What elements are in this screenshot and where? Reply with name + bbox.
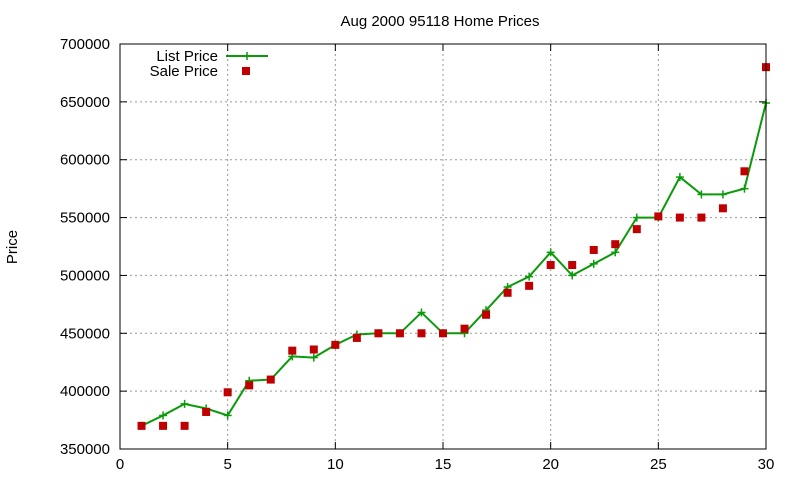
data-point-square — [546, 261, 555, 270]
x-tick-label: 10 — [327, 456, 344, 473]
data-point-square — [460, 324, 469, 333]
data-point-square — [309, 345, 318, 354]
x-tick-label: 5 — [223, 456, 231, 473]
data-point-square — [675, 213, 684, 222]
data-point-square — [202, 407, 211, 416]
legend-item-0: List Price — [156, 48, 268, 65]
x-tick-label: 25 — [650, 456, 667, 473]
legend-marker — [242, 67, 250, 75]
data-point-square — [395, 329, 404, 338]
x-tick-label: 0 — [116, 456, 124, 473]
series-0 — [137, 99, 770, 430]
data-point-cross — [309, 353, 318, 362]
y-tick-label: 350000 — [60, 441, 110, 458]
x-tick-label: 30 — [758, 456, 775, 473]
data-point-square — [697, 213, 706, 222]
legend-label: Sale Price — [150, 63, 218, 80]
data-point-square — [245, 381, 254, 390]
data-point-square — [568, 261, 577, 270]
data-point-square — [352, 333, 361, 342]
legend-item-1: Sale Price — [150, 63, 250, 80]
series-layer — [137, 63, 770, 430]
data-point-square — [374, 329, 383, 338]
data-point-cross — [525, 272, 534, 281]
y-tick-label: 550000 — [60, 210, 110, 227]
data-point-square — [159, 421, 168, 430]
series-line — [141, 102, 767, 427]
data-point-square — [503, 288, 512, 297]
series-1 — [137, 63, 770, 430]
data-point-cross — [589, 259, 598, 268]
legend-label: List Price — [156, 48, 218, 65]
data-point-cross — [740, 184, 749, 193]
legend-marker — [243, 52, 251, 60]
data-point-square — [223, 388, 232, 397]
y-axis-label: Price — [4, 230, 21, 264]
data-point-cross — [611, 248, 620, 257]
data-point-cross — [180, 399, 189, 408]
data-point-cross — [697, 190, 706, 199]
grid — [120, 44, 766, 449]
data-point-square — [740, 167, 749, 176]
data-point-cross — [718, 190, 727, 199]
y-tick-label: 450000 — [60, 325, 110, 342]
ticks: 0 5 10 15 20 25 30 350000 400000 450000 500000 5500… — [60, 36, 774, 473]
data-point-square — [180, 421, 189, 430]
data-point-square — [611, 240, 620, 249]
data-point-square — [288, 346, 297, 355]
data-point-cross — [223, 411, 232, 420]
y-tick-label: 600000 — [60, 152, 110, 169]
data-point-square — [654, 212, 663, 221]
data-point-square — [482, 310, 491, 319]
data-point-square — [137, 421, 146, 430]
x-tick-label: 15 — [435, 456, 452, 473]
data-point-square — [589, 245, 598, 254]
data-point-square — [331, 340, 340, 349]
data-point-square — [525, 281, 534, 290]
x-tick-label: 20 — [542, 456, 559, 473]
data-point-square — [417, 329, 426, 338]
plot-border — [119, 43, 767, 450]
y-tick-label: 650000 — [60, 94, 110, 111]
data-point-square — [266, 375, 275, 384]
data-point-square — [718, 204, 727, 213]
data-point-square — [439, 329, 447, 338]
data-point-cross — [159, 411, 168, 420]
data-point-cross — [675, 173, 684, 182]
y-tick-label: 700000 — [60, 36, 110, 53]
data-point-square — [632, 225, 641, 234]
data-point-cross — [632, 213, 641, 222]
y-tick-label: 400000 — [60, 383, 110, 400]
y-tick-label: 500000 — [60, 267, 110, 284]
chart-title: Aug 2000 95118 Home Prices — [340, 13, 539, 30]
data-point-cross — [546, 248, 555, 257]
data-point-cross — [417, 308, 426, 317]
data-point-cross — [568, 271, 577, 280]
